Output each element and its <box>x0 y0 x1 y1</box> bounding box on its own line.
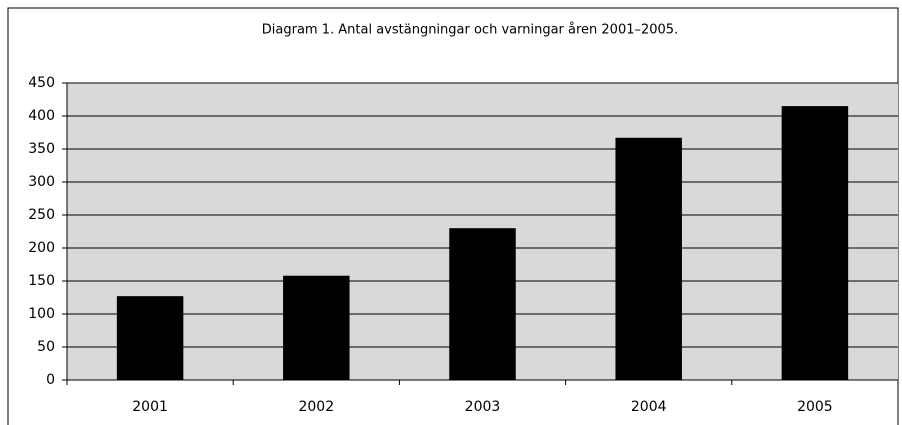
bar <box>283 275 350 380</box>
y-tick-label: 300 <box>28 174 55 190</box>
y-tick-label: 350 <box>28 141 55 157</box>
y-tick-label: 100 <box>28 306 55 322</box>
x-tick-label: 2003 <box>465 399 501 415</box>
y-tick-label: 150 <box>28 273 55 289</box>
y-tick-label: 450 <box>28 75 55 91</box>
bar <box>781 106 849 380</box>
bar <box>116 296 184 380</box>
x-tick-label: 2002 <box>298 399 334 415</box>
x-tick-label: 2005 <box>797 399 833 415</box>
y-tick-label: 250 <box>28 207 55 223</box>
bar <box>449 228 516 380</box>
y-tick-label: 200 <box>28 240 55 256</box>
bar <box>615 137 682 380</box>
y-tick-label: 400 <box>28 108 55 124</box>
y-tick-label: 50 <box>37 339 55 355</box>
chart-title: Diagram 1. Antal avstängningar och varni… <box>262 23 678 38</box>
x-tick-label: 2004 <box>631 399 667 415</box>
x-tick-label: 2001 <box>132 399 168 415</box>
y-tick-label: 0 <box>46 372 55 388</box>
